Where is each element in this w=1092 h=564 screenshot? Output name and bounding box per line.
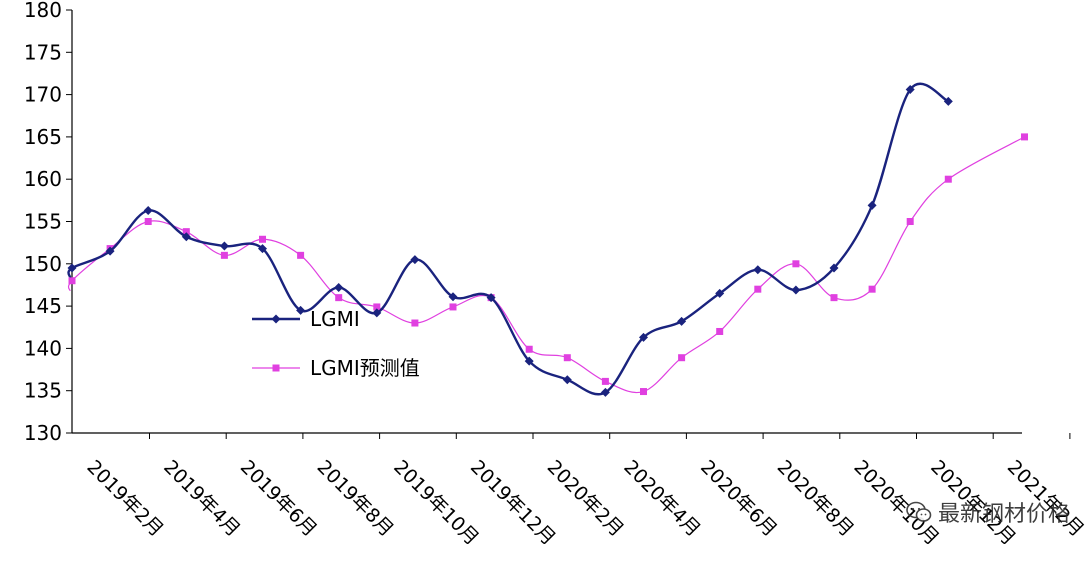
lgmi-point <box>143 206 153 216</box>
lgmi-point <box>562 375 572 385</box>
legend-label: LGMI <box>310 307 360 331</box>
y-tick-label: 130 <box>24 421 62 445</box>
series-lgmi <box>67 82 953 397</box>
forecast-point <box>716 327 724 335</box>
x-tick-label: 2020年2月 <box>543 456 628 541</box>
lgmi-point <box>105 246 115 256</box>
forecast-point <box>906 218 914 225</box>
y-tick-label: 165 <box>24 125 62 149</box>
legend-entry-forecast: LGMI预测值 <box>252 356 420 380</box>
x-tick-label: 2020年8月 <box>773 456 858 541</box>
x-tick-label: 2020年4月 <box>619 456 704 541</box>
lgmi-point <box>258 244 267 254</box>
forecast-point <box>563 354 571 362</box>
y-tick-label: 170 <box>24 83 62 107</box>
lgmi-point <box>600 387 610 397</box>
forecast-point <box>68 277 76 285</box>
forecast-point <box>411 319 419 327</box>
lgmi-point <box>181 232 191 242</box>
lgmi-point <box>486 293 496 303</box>
forecast-point <box>601 377 609 385</box>
y-tick-label: 140 <box>24 336 62 360</box>
forecast-point <box>944 175 952 183</box>
forecast-point <box>1021 133 1028 141</box>
y-tick-label: 135 <box>24 379 62 403</box>
lgmi-point <box>524 356 534 366</box>
forecast-point <box>335 294 343 302</box>
legend-entry-lgmi: LGMI <box>252 307 360 331</box>
lgmi-line <box>67 82 949 396</box>
x-tick-label: 2019年4月 <box>159 456 244 541</box>
watermark: 最新钢材价格 <box>906 496 1070 528</box>
wechat-icon <box>906 501 932 522</box>
lgmi-point <box>219 241 229 251</box>
lgmi-point <box>753 265 763 275</box>
forecast-point <box>182 228 190 236</box>
legend-label: LGMI预测值 <box>310 356 420 380</box>
legend-marker <box>271 314 281 324</box>
lgmi-point <box>905 85 915 95</box>
watermark-text: 最新钢材价格 <box>937 502 1070 527</box>
lgmi-point <box>867 200 877 210</box>
lgmi-point <box>372 308 382 318</box>
lgmi-point <box>677 316 687 326</box>
x-tick-label: 2020年6月 <box>696 456 781 541</box>
lgmi-point <box>639 332 648 342</box>
lgmi-point <box>410 255 420 265</box>
y-tick-label: 175 <box>24 40 62 64</box>
y-tick-label: 145 <box>24 294 62 318</box>
y-tick-label: 180 <box>24 0 62 22</box>
series-layer <box>67 82 1028 397</box>
lgmi-point <box>334 282 344 292</box>
y-axis: 130 135 140 145 150 155 160 165 170 175 180 <box>24 0 73 445</box>
lgmi-point <box>296 305 306 315</box>
forecast-point <box>373 303 381 311</box>
lgmi-point <box>943 96 953 106</box>
lgmi-point <box>829 263 839 273</box>
y-tick-label: 160 <box>24 167 62 191</box>
x-tick-label: 2019年6月 <box>236 456 321 541</box>
forecast-point <box>297 251 305 259</box>
y-tick-label: 155 <box>24 210 62 234</box>
y-tick-label: 150 <box>24 252 62 276</box>
x-axis: 2019年2月2019年4月2019年6月2019年8月2019年10月2019… <box>72 432 1088 550</box>
lgmi-point <box>448 292 458 302</box>
lgmi-point <box>67 263 77 273</box>
forecast-point <box>754 285 762 293</box>
forecast-point <box>144 218 152 225</box>
forecast-point <box>868 285 876 293</box>
lgmi-point <box>715 288 725 298</box>
forecast-point <box>220 251 228 259</box>
forecast-point <box>259 235 266 243</box>
x-tick-label: 2019年8月 <box>313 456 398 541</box>
forecast-point <box>640 388 647 396</box>
x-tick-label: 2019年2月 <box>82 456 167 541</box>
legend: LGMI LGMI预测值 <box>252 307 420 380</box>
forecast-point <box>525 345 533 353</box>
forecast-point <box>678 354 686 362</box>
forecast-point <box>792 260 800 268</box>
forecast-point <box>449 303 457 311</box>
legend-marker <box>272 364 280 372</box>
forecast-point <box>830 294 838 302</box>
lgmi-point <box>791 285 801 295</box>
